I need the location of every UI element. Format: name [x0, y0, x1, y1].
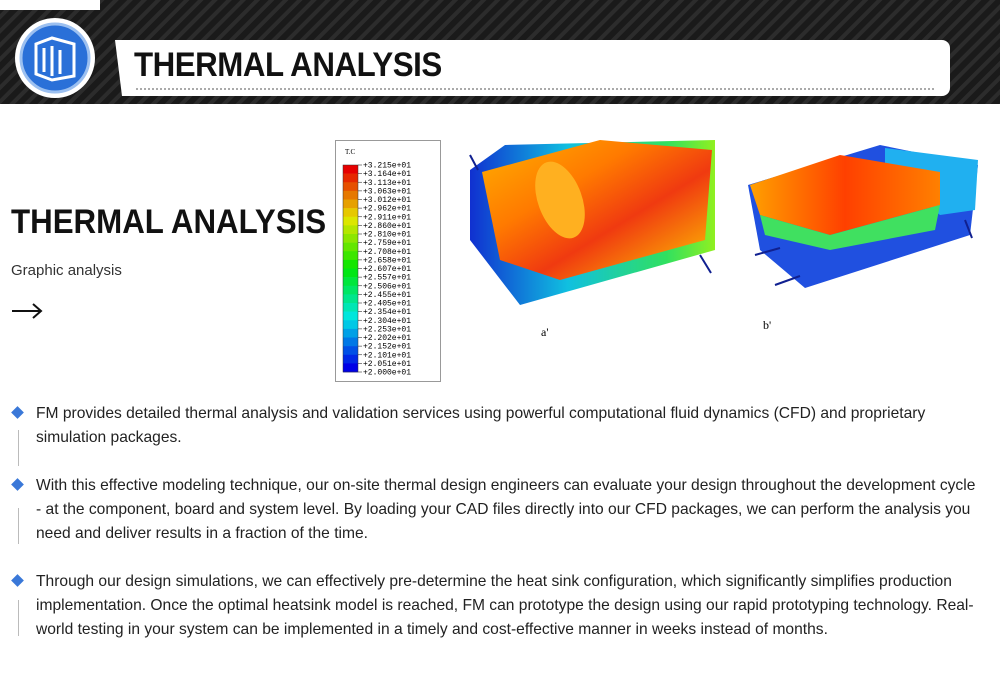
legend-band: [343, 216, 358, 226]
legend-band: [343, 337, 358, 347]
legend-label: +3.215e+01: [363, 162, 411, 171]
legend-band: [343, 354, 358, 364]
header-title: THERMAL ANALYSIS: [134, 46, 442, 84]
legend-band: [343, 182, 358, 192]
legend-band: [343, 320, 358, 330]
legend-band: [343, 285, 358, 295]
legend-band: [343, 303, 358, 312]
legend-band: [343, 328, 358, 338]
legend-band: [343, 268, 358, 278]
legend-label: +3.113e+01: [363, 179, 411, 188]
legend-band: [343, 259, 358, 269]
bullet-text: Through our design simulations, we can e…: [36, 573, 974, 638]
legend-label: +2.304e+01: [363, 317, 411, 326]
model-a-hot: [535, 161, 585, 239]
legend-band: [343, 208, 358, 218]
legend-label: +2.911e+01: [363, 213, 411, 222]
legend-band: [343, 363, 358, 373]
legend-band: [343, 225, 358, 235]
legend-label: +2.708e+01: [363, 248, 411, 257]
legend-label: +2.000e+01: [363, 369, 411, 378]
legend-label: +2.506e+01: [363, 282, 411, 291]
legend-label: +2.101e+01: [363, 351, 411, 360]
legend-label: +3.164e+01: [363, 170, 411, 179]
legend-label: +2.051e+01: [363, 360, 411, 369]
legend-label: +2.455e+01: [363, 291, 411, 300]
intro-subtitle: Graphic analysis: [11, 262, 122, 279]
legend-label: +3.063e+01: [363, 187, 411, 196]
legend-band: [343, 277, 358, 287]
intro-title: THERMAL ANALYSIS: [11, 203, 327, 241]
legend-label: +2.607e+01: [363, 265, 411, 274]
legend-label: +2.202e+01: [363, 334, 411, 343]
logo: [19, 22, 91, 94]
legend-label: +2.658e+01: [363, 256, 411, 265]
model-b-arrows: [754, 219, 973, 286]
bullet-text: With this effective modeling technique, …: [36, 477, 976, 542]
legend-band: [343, 165, 358, 174]
legend-label: +2.354e+01: [363, 308, 411, 317]
legend-label: +2.962e+01: [363, 205, 411, 214]
legend-label: +2.759e+01: [363, 239, 411, 248]
bullet-text: FM provides detailed thermal analysis an…: [36, 405, 926, 446]
legend-title: T.C: [345, 148, 356, 156]
caption-b: b': [763, 318, 771, 332]
legend: T.C +3.215e+01+3.164e+01+3.113e+01+3.063e…: [342, 148, 411, 378]
legend-label: +2.810e+01: [363, 231, 411, 240]
legend-label: +2.405e+01: [363, 300, 411, 309]
model-b-top: [750, 155, 940, 235]
legend-band: [343, 311, 358, 321]
model-b-fins: [760, 205, 940, 250]
header-box: [115, 40, 950, 96]
legend-label: +2.253e+01: [363, 325, 411, 334]
bullet-line: [18, 508, 19, 544]
bullet-line: [18, 430, 19, 466]
legend-band: [343, 190, 358, 200]
logo-mark: [34, 36, 76, 82]
legend-band: [343, 251, 358, 261]
bullet-line: [18, 600, 19, 636]
arrow-icon: [12, 303, 43, 319]
legend-band: [343, 199, 358, 209]
legend-band: [343, 234, 358, 243]
caption-a: a': [541, 325, 549, 339]
header-notch: [0, 0, 100, 10]
logo-mark-lines: [42, 46, 62, 76]
model-a-arrows: [469, 154, 712, 274]
legend-label: +2.557e+01: [363, 274, 411, 283]
legend-band: [343, 346, 358, 356]
legend-band: [343, 242, 358, 252]
legend-band: [343, 294, 358, 304]
legend-label: +2.152e+01: [363, 343, 411, 352]
legend-label: +3.012e+01: [363, 196, 411, 205]
legend-label: +2.860e+01: [363, 222, 411, 231]
legend-band: [343, 173, 358, 183]
